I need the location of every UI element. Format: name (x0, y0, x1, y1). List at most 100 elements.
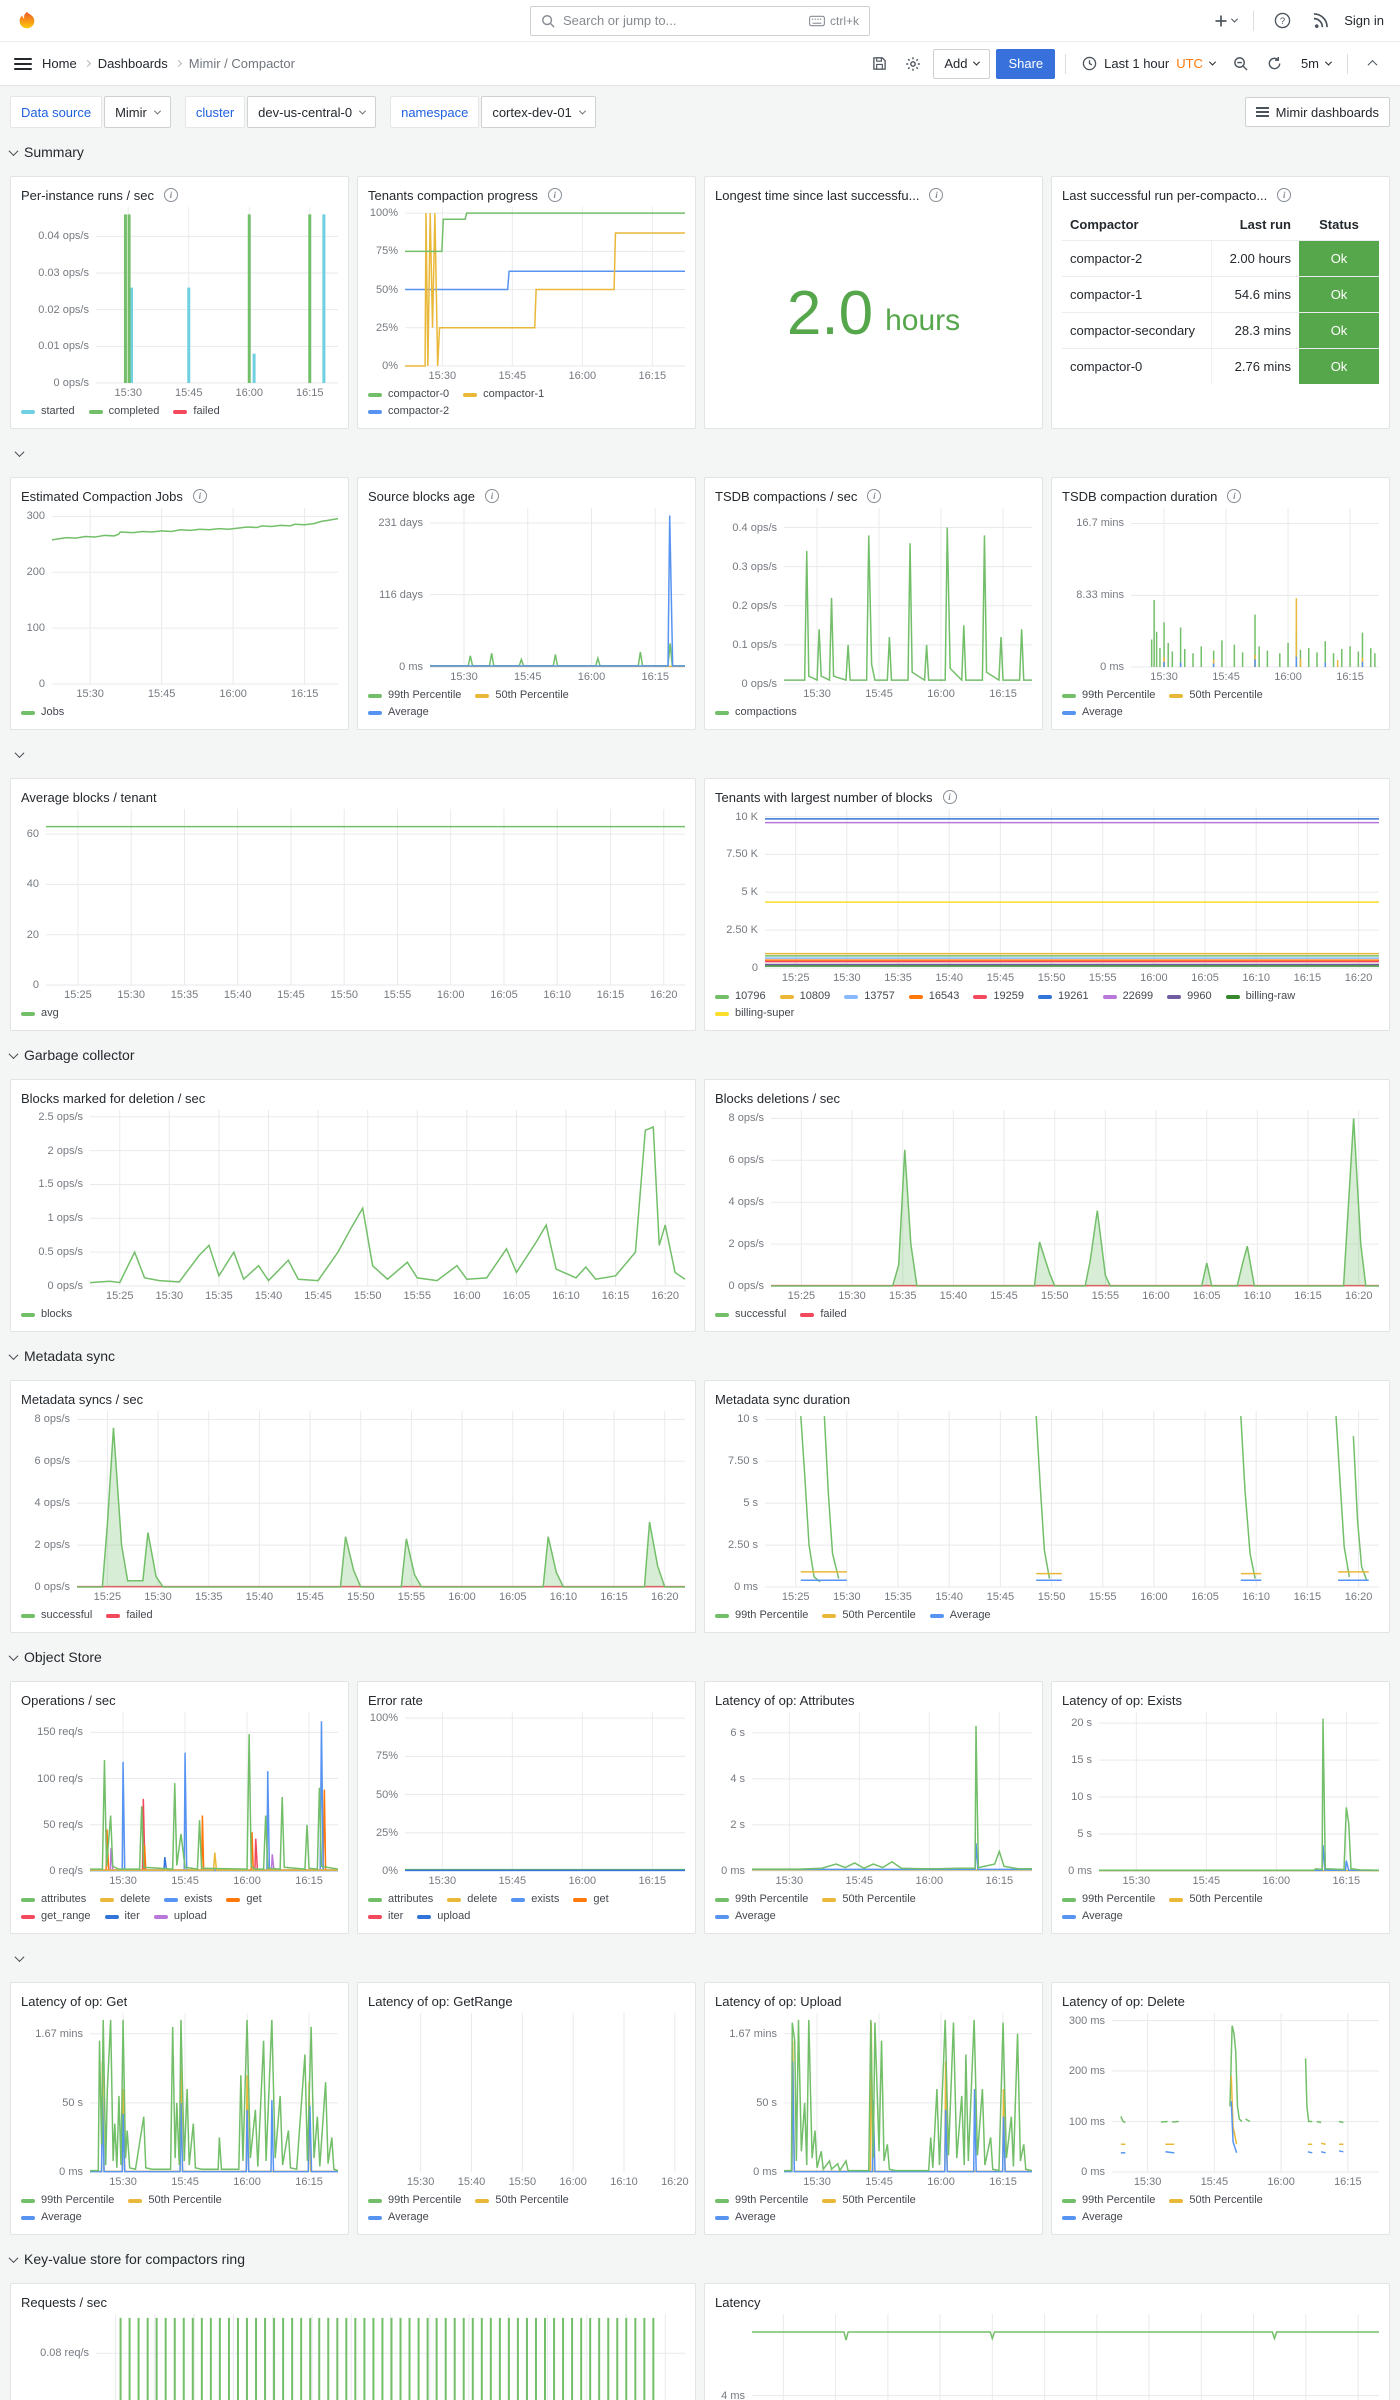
legend-item[interactable]: Jobs (21, 704, 64, 721)
legend-item[interactable]: failed (173, 403, 220, 420)
panel-title[interactable]: Source blocks age (368, 488, 475, 504)
info-icon[interactable]: i (867, 489, 882, 503)
info-icon[interactable]: i (163, 188, 178, 202)
time-series-chart[interactable]: 0 ops/s 0.01 ops/s 0.02 ops/s 0.03 ops/s 0.0… (21, 207, 338, 400)
legend-item[interactable]: Average (368, 2209, 429, 2226)
legend-item[interactable]: 19259 (973, 988, 1024, 1005)
legend-item[interactable]: compactor-1 (463, 386, 544, 403)
panel-title[interactable]: Latency of op: Delete (1062, 1993, 1185, 2009)
legend-item[interactable]: 19261 (1037, 988, 1089, 1005)
legend-item[interactable]: 50th Percentile (1169, 1891, 1263, 1908)
legend-item[interactable]: Average (21, 2209, 82, 2226)
breadcrumb-home[interactable]: Home (42, 56, 77, 71)
legend-item[interactable]: failed (106, 1607, 153, 1624)
time-series-chart[interactable]: 0 ms 2 s 4 s 6 s 15:30 15:45 16:00 16:15 (715, 1712, 1032, 1888)
refresh-interval-picker[interactable]: 5m (1294, 48, 1337, 79)
legend-item[interactable]: exists (164, 1891, 212, 1908)
legend-item[interactable]: Average (1062, 704, 1123, 721)
legend-item[interactable]: billing-raw (1225, 988, 1295, 1005)
legend-item[interactable]: iter (368, 1908, 403, 1925)
legend-item[interactable]: 99th Percentile (368, 2192, 461, 2209)
table-column-header[interactable]: Compactor (1070, 217, 1139, 232)
time-series-chart[interactable]: 0 ms 5 s 10 s 15 s 20 s 15:30 15:45 16:00 16:15 (1062, 1712, 1379, 1888)
legend-item[interactable]: 50th Percentile (1169, 687, 1263, 704)
search-input[interactable]: Search or jump to... ctrl+k (530, 5, 870, 36)
time-series-chart[interactable]: 0 ms 116 days 231 days 15:30 15:45 16:00 16:15 (368, 508, 685, 684)
info-icon[interactable]: i (547, 188, 562, 202)
time-series-chart[interactable]: 0 ms 100 ms 200 ms 300 ms 15:30 15:45 16:00 16:… (1062, 2013, 1379, 2189)
legend-item[interactable]: 99th Percentile (21, 2192, 114, 2209)
info-icon[interactable]: i (484, 489, 499, 503)
info-icon[interactable]: i (929, 188, 944, 202)
legend-item[interactable]: avg (21, 1005, 59, 1022)
legend-item[interactable]: 99th Percentile (715, 1607, 808, 1624)
time-series-chart[interactable]: 0 ops/s 2 ops/s 4 ops/s 6 ops/s 8 ops/s 15:25… (715, 1110, 1379, 1303)
legend-item[interactable]: 16543 (908, 988, 959, 1005)
time-series-chart[interactable]: 0 2.50 K 5 K 7.50 K 10 K 15:25 15:30 15:35 15:40… (715, 809, 1379, 985)
legend-item[interactable]: get_range (21, 1908, 91, 1925)
legend-item[interactable]: 50th Percentile (128, 2192, 222, 2209)
time-series-chart[interactable]: 0.08 req/s (21, 2314, 685, 2400)
menu-icon[interactable] (14, 57, 32, 70)
panel-title[interactable]: Blocks deletions / sec (715, 1090, 841, 1106)
legend-item[interactable]: upload (153, 1908, 207, 1925)
legend-item[interactable]: get (226, 1891, 262, 1908)
legend-item[interactable]: 99th Percentile (715, 1891, 808, 1908)
legend-item[interactable]: failed (800, 1306, 847, 1323)
legend-item[interactable]: Average (715, 2209, 776, 2226)
panel-title[interactable]: Estimated Compaction Jobs (21, 488, 183, 504)
legend-item[interactable]: compactor-2 (368, 403, 449, 420)
legend-item[interactable]: started (21, 403, 75, 420)
panel-title[interactable]: Latency (715, 2294, 761, 2310)
time-series-chart[interactable]: 0 20 40 60 15:25 15:30 15:35 15:40 15:45 15:50 15:… (21, 809, 685, 1002)
section-summary[interactable]: Summary (8, 137, 1390, 167)
news-button[interactable] (1306, 7, 1334, 35)
panel-title[interactable]: Latency of op: Exists (1062, 1692, 1182, 1708)
table-column-header[interactable]: Last run (1239, 217, 1291, 232)
legend-item[interactable]: attributes (368, 1891, 433, 1908)
time-series-chart[interactable]: 0 ops/s 2 ops/s 4 ops/s 6 ops/s 8 ops/s 15:25… (21, 1411, 685, 1604)
panel-title[interactable]: Latency of op: GetRange (368, 1993, 513, 2009)
collapsed-row-toggle[interactable] (10, 429, 1390, 477)
legend-item[interactable]: exists (511, 1891, 559, 1908)
info-icon[interactable]: i (192, 489, 207, 503)
section-garbage-collector[interactable]: Garbage collector (8, 1040, 1390, 1070)
legend-item[interactable]: 99th Percentile (368, 687, 461, 704)
collapsed-row-toggle[interactable] (10, 1934, 1390, 1982)
panel-title[interactable]: Tenants with largest number of blocks (715, 789, 933, 805)
legend-item[interactable]: 50th Percentile (475, 687, 569, 704)
legend-item[interactable]: 10809 (779, 988, 830, 1005)
legend-item[interactable]: Average (368, 704, 429, 721)
legend-item[interactable]: 99th Percentile (1062, 1891, 1155, 1908)
info-icon[interactable]: i (1227, 489, 1242, 503)
variable-select-namespace[interactable]: cortex-dev-01 (481, 96, 596, 128)
time-series-chart[interactable]: 0 ops/s 0.5 ops/s 1 ops/s 1.5 ops/s 2 ops/s 2… (21, 1110, 685, 1303)
legend-item[interactable]: 9960 (1167, 988, 1212, 1005)
panel-title[interactable]: Last successful run per-compacto... (1062, 187, 1268, 203)
variable-select-datasource[interactable]: Mimir (104, 96, 171, 128)
info-icon[interactable]: i (1277, 188, 1292, 202)
legend-item[interactable]: Average (929, 1607, 991, 1624)
legend-item[interactable]: iter (104, 1908, 140, 1925)
legend-item[interactable]: compactions (715, 704, 797, 721)
legend-item[interactable]: 99th Percentile (715, 2192, 808, 2209)
legend-item[interactable]: successful (21, 1607, 92, 1624)
sign-in-button[interactable]: Sign in (1344, 13, 1384, 28)
time-series-chart[interactable]: 0 ms 8.33 mins 16.7 mins 15:30 15:45 16:00 16:… (1062, 508, 1379, 684)
panel-title[interactable]: Per-instance runs / sec (21, 187, 154, 203)
panel-title[interactable]: Tenants compaction progress (368, 187, 538, 203)
legend-item[interactable]: billing-super (715, 1005, 794, 1022)
time-series-chart[interactable]: 15:30 15:40 15:50 16:00 16:10 16:20 (368, 2013, 689, 2189)
panel-title[interactable]: TSDB compaction duration (1062, 488, 1218, 504)
grafana-logo-icon[interactable] (16, 9, 40, 33)
time-series-chart[interactable]: 0 ms 2.50 s 5 s 7.50 s 10 s 15:25 15:30 15:35 15… (715, 1411, 1379, 1604)
legend-item[interactable]: Average (1062, 1908, 1123, 1925)
legend-item[interactable]: Average (715, 1908, 776, 1925)
time-series-chart[interactable]: 4 ms (715, 2314, 1379, 2400)
mimir-dashboards-button[interactable]: Mimir dashboards (1244, 97, 1390, 127)
collapse-nav-button[interactable] (1358, 50, 1386, 78)
panel-title[interactable]: Blocks marked for deletion / sec (21, 1090, 206, 1106)
legend-item[interactable]: successful (715, 1306, 786, 1323)
legend-item[interactable]: get (573, 1891, 609, 1908)
legend-item[interactable]: attributes (21, 1891, 86, 1908)
